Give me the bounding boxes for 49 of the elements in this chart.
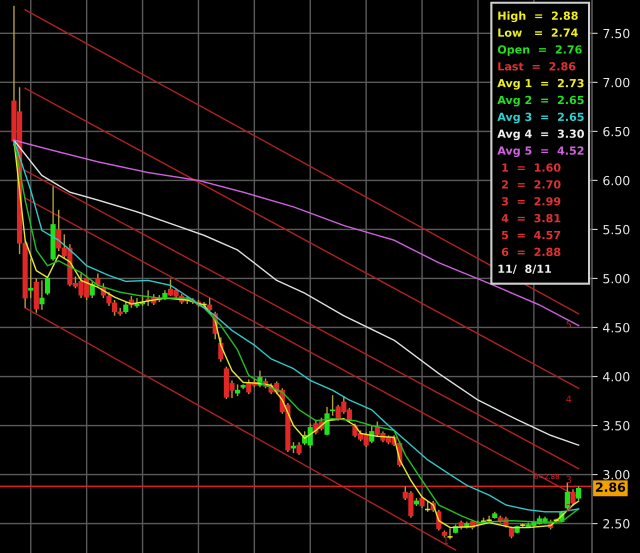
annotation: Low = 2.74 bbox=[498, 28, 578, 37]
candlestick bbox=[123, 301, 128, 314]
candlestick bbox=[564, 482, 570, 511]
annotation: 2 = 2.70 bbox=[502, 180, 561, 189]
candlestick bbox=[290, 442, 296, 454]
annotation: Avg 5 = 4.52 bbox=[497, 146, 584, 158]
annotation: 5 = 4.57 bbox=[502, 230, 560, 240]
y-tick-label: 4.00 bbox=[603, 372, 630, 382]
candlestick bbox=[296, 442, 302, 456]
series-label: 4 bbox=[566, 395, 572, 403]
annotation: High = 2.88 bbox=[498, 11, 578, 22]
candlestick bbox=[369, 424, 374, 444]
annotation: 2.86 bbox=[596, 482, 626, 492]
candlestick bbox=[330, 394, 336, 416]
annotation: Avg 1 = 2.73 bbox=[497, 78, 584, 90]
annotation: Avg 4 = 3.30 bbox=[497, 130, 584, 140]
candlestick bbox=[95, 272, 100, 287]
candlestick bbox=[425, 500, 430, 513]
candlestick bbox=[28, 258, 34, 299]
annotation: Last = 2.86 bbox=[498, 62, 576, 71]
annotation: 4 = 3.81 bbox=[502, 214, 560, 222]
y-tick-label: 7.50 bbox=[603, 28, 630, 38]
y-tick-label: 3.50 bbox=[603, 421, 630, 430]
candlestick bbox=[419, 495, 425, 509]
y-tick-label: 3.00 bbox=[603, 470, 630, 480]
y-tick-label: 5.50 bbox=[603, 224, 630, 234]
y-tick-label: 6.50 bbox=[603, 126, 630, 136]
candlestick bbox=[39, 280, 45, 311]
y-tick-label: 4.50 bbox=[603, 322, 630, 332]
y-tick-label: 2.50 bbox=[603, 519, 630, 529]
annotation: 6 = 2.88 bbox=[502, 248, 560, 256]
series-label: 2 bbox=[566, 504, 571, 512]
annotation: 3 = 2.99 bbox=[502, 197, 560, 206]
annotation: Avg 2 = 2.65 bbox=[497, 96, 584, 106]
annotation: 11/ 8/11 bbox=[498, 264, 552, 274]
candlestick bbox=[234, 384, 240, 397]
y-tick-label: 5.00 bbox=[603, 274, 630, 284]
annotation: Open = 2.76 bbox=[498, 45, 582, 56]
candlestick bbox=[508, 526, 514, 539]
candlestick bbox=[576, 486, 582, 501]
series-label: 3 bbox=[566, 476, 572, 484]
series-label: 5 bbox=[566, 320, 572, 328]
y-tick-label: 6.00 bbox=[603, 176, 630, 186]
candlestick bbox=[207, 297, 212, 312]
y-tick-label: 7.00 bbox=[603, 78, 630, 88]
candlestick bbox=[570, 488, 576, 507]
annotation: Avg 3 = 2.65 bbox=[497, 112, 584, 124]
candlestick bbox=[90, 280, 95, 299]
annotation: 1 = 1.60 bbox=[502, 163, 561, 172]
